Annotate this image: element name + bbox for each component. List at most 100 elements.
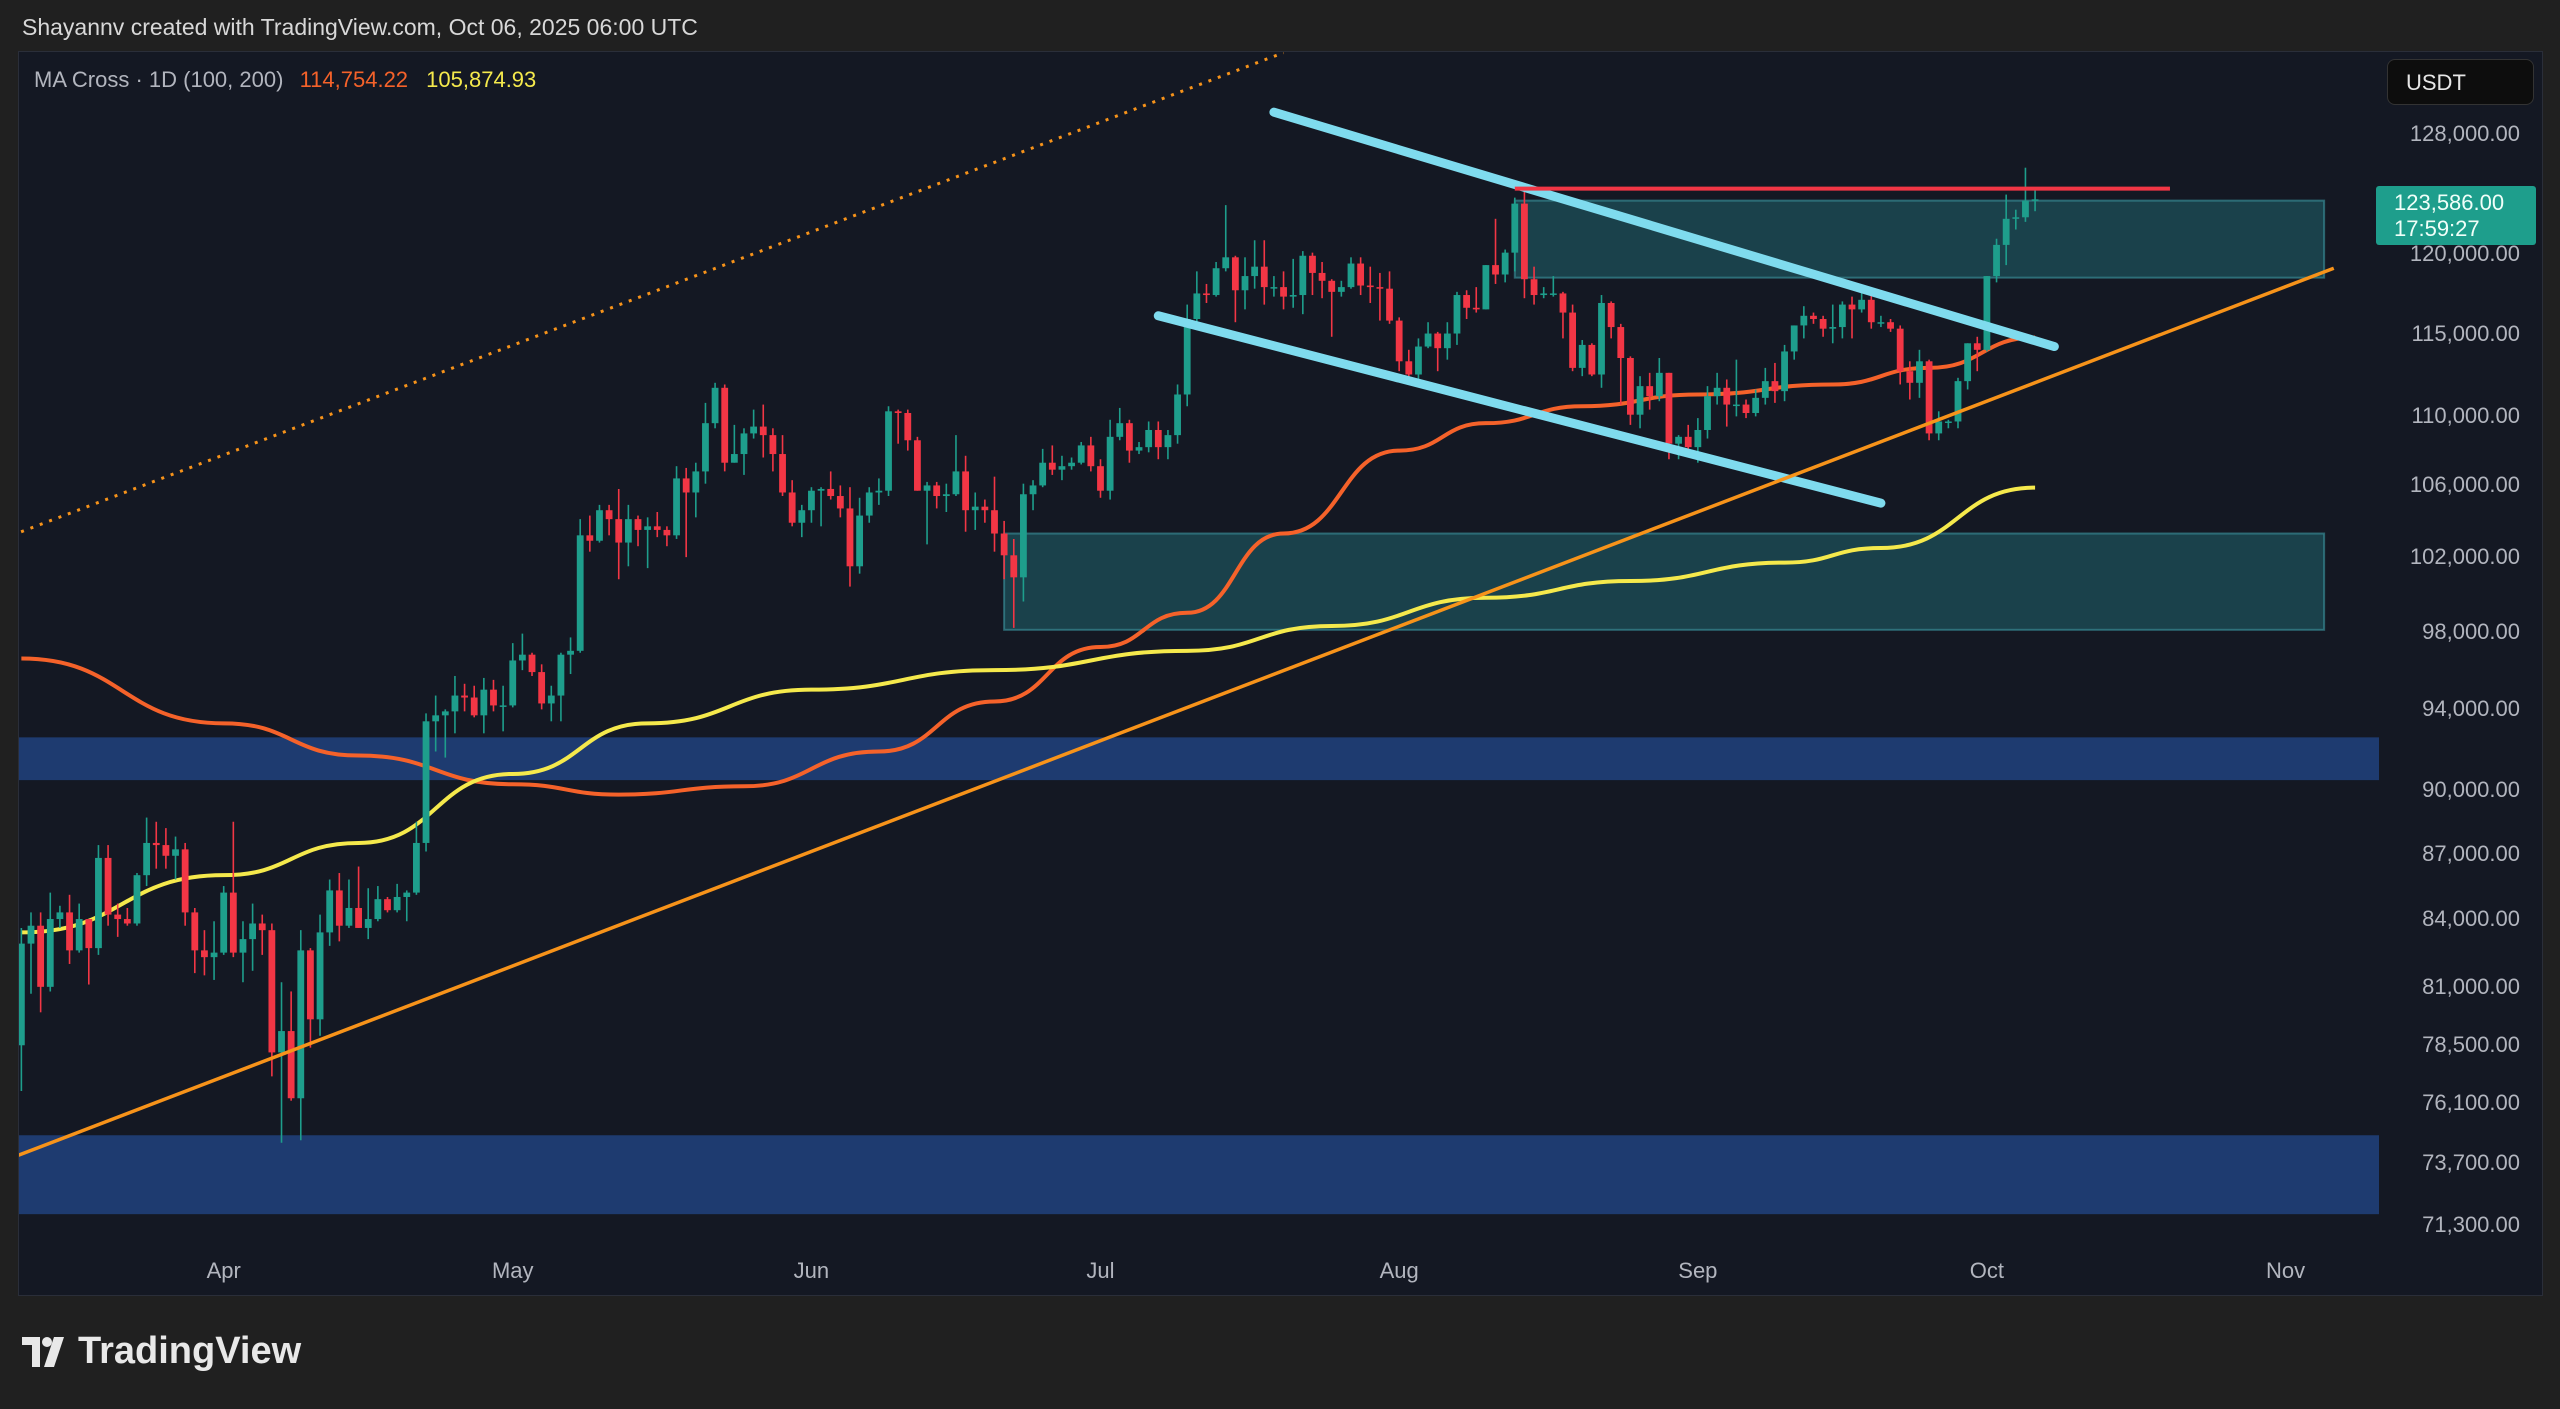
candle: [730, 424, 738, 463]
candle-body: [1231, 257, 1239, 291]
price-label: 73,700.00: [2422, 1149, 2520, 1175]
candle-body: [1964, 343, 1972, 382]
candle: [1376, 272, 1384, 321]
candle-body: [19, 943, 25, 1046]
candle-body: [480, 689, 488, 716]
candle: [1020, 483, 1027, 602]
candle-body: [461, 695, 468, 698]
candle-body: [1395, 320, 1403, 362]
candle-body: [1280, 287, 1287, 297]
candle-body: [605, 510, 613, 520]
candle-body: [634, 519, 642, 530]
candle: [634, 515, 642, 547]
price-label: 81,000.00: [2422, 973, 2520, 999]
candle: [1395, 317, 1403, 372]
candle: [750, 409, 758, 439]
candle: [1704, 386, 1711, 439]
candle: [1029, 480, 1037, 511]
candle-body: [152, 842, 160, 846]
bar-countdown: 17:59:27: [2394, 216, 2480, 241]
candle-body: [567, 650, 574, 655]
candle: [1964, 343, 1972, 390]
candle: [2022, 167, 2029, 222]
candle: [904, 409, 912, 451]
candle: [1944, 419, 1952, 429]
candle-body: [1328, 280, 1336, 292]
tradingview-logo[interactable]: TradingView: [22, 1330, 301, 1373]
candle: [1530, 266, 1538, 305]
candle-body: [2022, 200, 2029, 218]
candle: [1106, 419, 1114, 500]
candle: [1357, 257, 1365, 296]
candle: [981, 499, 989, 523]
candle: [1838, 301, 1846, 339]
candle-body: [1434, 333, 1442, 349]
candle: [316, 914, 324, 1036]
candle: [1222, 205, 1230, 272]
candle-body: [576, 535, 584, 651]
candle-body: [1347, 263, 1355, 288]
indicator-legend[interactable]: MA Cross · 1D (100, 200) 114,754.22 105,…: [34, 67, 536, 93]
candle-body: [413, 842, 420, 893]
candle-body: [75, 919, 83, 951]
candle-body: [85, 919, 93, 949]
candle: [364, 888, 372, 940]
candle: [201, 930, 208, 976]
candle: [239, 921, 247, 983]
candle-body: [1713, 387, 1721, 397]
candle-body: [1183, 318, 1191, 395]
candle: [1800, 306, 1808, 339]
candle: [19, 927, 25, 1091]
candle-body: [518, 654, 526, 661]
candle: [1829, 304, 1837, 344]
candle-body: [1020, 494, 1027, 578]
candle: [85, 919, 93, 985]
time-label: Oct: [1969, 1258, 2005, 1283]
candle-body: [1829, 327, 1837, 329]
candle-body: [1521, 203, 1528, 280]
candle: [547, 685, 555, 722]
time-label: May: [491, 1258, 534, 1283]
candle-body: [1145, 429, 1153, 448]
candle-body: [1877, 322, 1885, 324]
tradingview-brand: TradingView: [78, 1330, 302, 1372]
candle: [1607, 301, 1615, 339]
price-label: 110,000.00: [2411, 403, 2520, 429]
tradingview-logo-icon: [22, 1336, 64, 1367]
candle-body: [1675, 436, 1682, 444]
candle-body: [1732, 404, 1740, 407]
candle: [1655, 358, 1663, 402]
candle-body: [779, 454, 786, 493]
candle-body: [181, 849, 189, 913]
candle-body: [422, 721, 430, 843]
candle-body: [56, 912, 64, 920]
candle: [875, 478, 883, 505]
candle: [653, 511, 661, 538]
candle-body: [1116, 423, 1124, 437]
candle-body: [326, 890, 334, 933]
candle-body: [268, 930, 276, 1053]
candle-body: [1810, 315, 1817, 319]
candle: [1000, 520, 1008, 580]
candle: [711, 382, 719, 429]
candle: [682, 467, 690, 558]
candle-body: [1492, 265, 1499, 275]
candle-body: [788, 492, 796, 523]
candle-body: [1212, 268, 1220, 296]
ma100-value: 114,754.22: [299, 67, 409, 92]
candle-body: [1973, 343, 1981, 350]
candle-body: [615, 519, 623, 543]
candle-body: [249, 923, 257, 940]
candle-body: [201, 950, 208, 958]
candle: [1154, 421, 1162, 460]
candle: [1954, 377, 1962, 429]
chart-credit: Shayannv created with TradingView.com, O…: [22, 14, 698, 40]
candle: [384, 896, 391, 913]
candle: [335, 873, 343, 942]
candle-body: [1068, 462, 1075, 467]
candle: [1203, 283, 1210, 303]
currency-button[interactable]: USDT: [2387, 59, 2534, 105]
candle: [393, 883, 401, 913]
candle: [1578, 340, 1586, 377]
